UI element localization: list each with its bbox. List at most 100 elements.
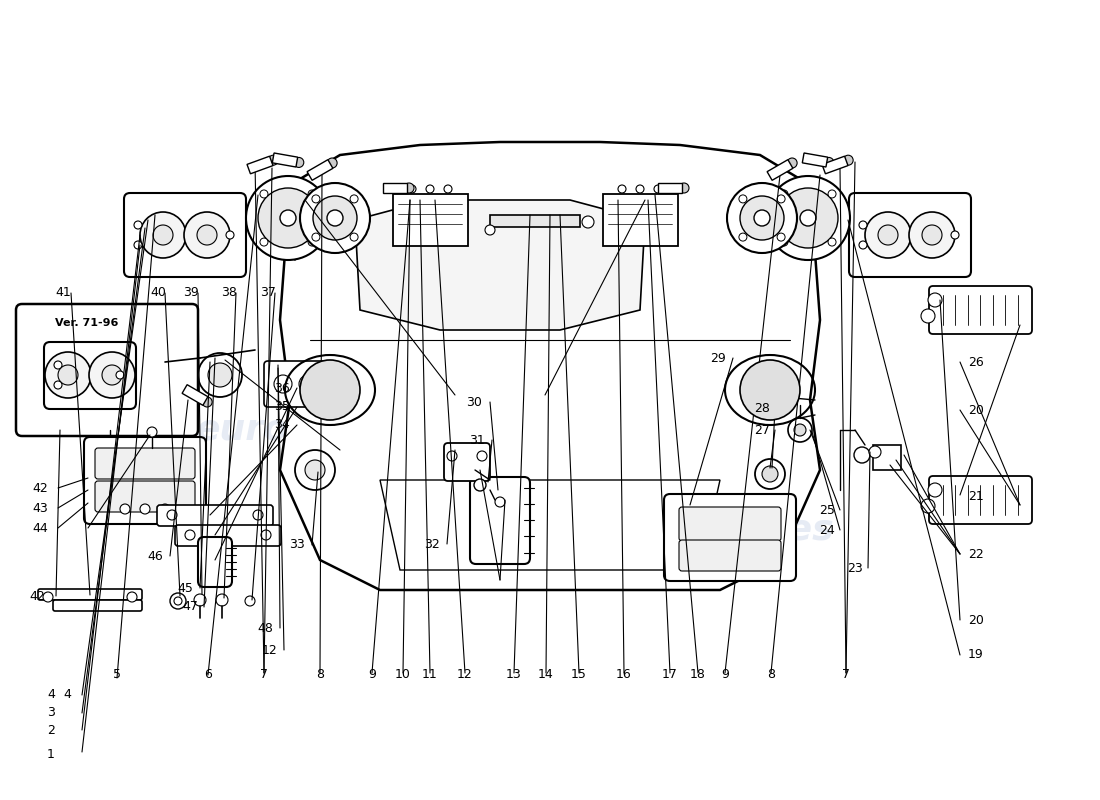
Polygon shape <box>355 200 645 330</box>
Circle shape <box>474 479 486 491</box>
Text: 21: 21 <box>968 490 983 502</box>
Circle shape <box>426 185 434 193</box>
FancyBboxPatch shape <box>84 437 206 524</box>
Text: 13: 13 <box>506 669 521 682</box>
Circle shape <box>140 212 186 258</box>
Polygon shape <box>802 153 827 167</box>
Bar <box>393 194 468 246</box>
Text: 7: 7 <box>260 669 268 682</box>
Text: eurospares: eurospares <box>196 413 425 447</box>
Text: 44: 44 <box>32 522 48 534</box>
Text: 43: 43 <box>32 502 48 514</box>
Text: 40: 40 <box>150 286 166 299</box>
Circle shape <box>312 233 320 241</box>
FancyBboxPatch shape <box>44 342 136 409</box>
Circle shape <box>755 459 785 489</box>
Text: 18: 18 <box>690 669 706 682</box>
Text: 33: 33 <box>289 538 305 551</box>
Circle shape <box>305 460 324 480</box>
Text: 10: 10 <box>395 669 411 682</box>
Text: 34: 34 <box>274 418 290 431</box>
Text: 11: 11 <box>422 669 438 682</box>
Circle shape <box>777 233 785 241</box>
Circle shape <box>788 418 812 442</box>
Circle shape <box>794 424 806 436</box>
Circle shape <box>116 371 124 379</box>
Text: 8: 8 <box>767 669 775 682</box>
Circle shape <box>780 238 788 246</box>
Circle shape <box>800 210 816 226</box>
Circle shape <box>202 397 212 407</box>
Text: 2: 2 <box>47 723 55 737</box>
Circle shape <box>167 510 177 520</box>
Circle shape <box>865 212 911 258</box>
Circle shape <box>258 188 318 248</box>
Circle shape <box>444 185 452 193</box>
FancyBboxPatch shape <box>679 507 781 541</box>
Circle shape <box>134 221 142 229</box>
Text: Ver. 71-96: Ver. 71-96 <box>55 318 119 328</box>
Circle shape <box>824 158 834 167</box>
Bar <box>603 194 678 246</box>
FancyBboxPatch shape <box>198 537 232 587</box>
Circle shape <box>197 225 217 245</box>
Circle shape <box>408 185 416 193</box>
Circle shape <box>495 497 505 507</box>
Text: 25: 25 <box>820 503 835 517</box>
Circle shape <box>208 363 232 387</box>
FancyBboxPatch shape <box>444 443 490 481</box>
Circle shape <box>280 210 296 226</box>
Text: 9: 9 <box>368 669 376 682</box>
Text: 15: 15 <box>571 669 587 682</box>
Circle shape <box>268 155 278 166</box>
Circle shape <box>679 183 689 193</box>
Text: 46: 46 <box>147 550 163 562</box>
Circle shape <box>294 158 304 167</box>
Text: 45: 45 <box>177 582 192 594</box>
Circle shape <box>260 190 268 198</box>
Circle shape <box>921 309 935 323</box>
FancyBboxPatch shape <box>124 193 246 277</box>
Text: 7: 7 <box>842 669 850 682</box>
Circle shape <box>878 225 898 245</box>
Text: 38: 38 <box>221 286 236 299</box>
Circle shape <box>922 225 942 245</box>
FancyBboxPatch shape <box>95 481 195 512</box>
FancyBboxPatch shape <box>95 448 195 479</box>
Circle shape <box>120 504 130 514</box>
Circle shape <box>308 190 316 198</box>
Circle shape <box>928 293 942 307</box>
Text: 22: 22 <box>968 547 983 561</box>
Circle shape <box>185 530 195 540</box>
Polygon shape <box>307 160 333 180</box>
Polygon shape <box>248 156 273 174</box>
Text: 16: 16 <box>616 669 631 682</box>
Polygon shape <box>280 142 820 590</box>
Circle shape <box>260 238 268 246</box>
Circle shape <box>58 365 78 385</box>
Circle shape <box>140 504 150 514</box>
Circle shape <box>89 352 135 398</box>
FancyBboxPatch shape <box>264 361 330 407</box>
Circle shape <box>844 155 854 166</box>
Polygon shape <box>822 156 848 174</box>
Polygon shape <box>183 385 208 406</box>
Text: 24: 24 <box>820 523 835 537</box>
Circle shape <box>226 231 234 239</box>
Circle shape <box>777 195 785 203</box>
Bar <box>873 445 901 470</box>
Text: 41: 41 <box>55 286 70 299</box>
FancyBboxPatch shape <box>39 589 142 600</box>
Text: 26: 26 <box>968 355 983 369</box>
Text: 32: 32 <box>425 538 440 550</box>
Text: 19: 19 <box>968 649 983 662</box>
Circle shape <box>327 158 337 168</box>
Text: 20: 20 <box>968 403 983 417</box>
Circle shape <box>143 455 153 465</box>
Circle shape <box>636 185 644 193</box>
Circle shape <box>312 195 320 203</box>
Circle shape <box>153 225 173 245</box>
Polygon shape <box>383 183 407 193</box>
FancyBboxPatch shape <box>930 476 1032 524</box>
Circle shape <box>788 158 798 168</box>
